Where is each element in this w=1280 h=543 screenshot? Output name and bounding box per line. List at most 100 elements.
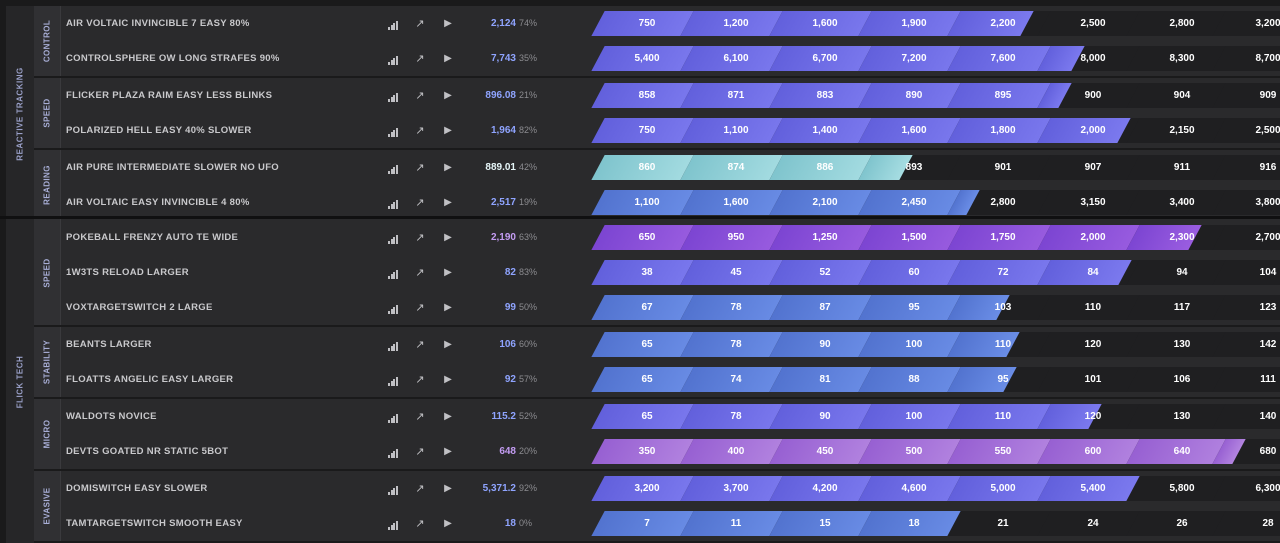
bar-chart-icon[interactable] bbox=[386, 17, 400, 31]
bar-chart-icon[interactable] bbox=[386, 338, 400, 352]
scenario-name[interactable]: AIR VOLTAIC EASY INVINCIBLE 4 80% bbox=[66, 197, 250, 208]
play-icon[interactable]: ▶ bbox=[444, 411, 452, 422]
rank-value: 110 bbox=[994, 339, 1012, 350]
play-icon[interactable]: ▶ bbox=[444, 302, 452, 313]
scenario-row[interactable]: POLARIZED HELL EASY 40% SLOWER ↗ ▶ 1,964 82%… bbox=[60, 113, 1280, 148]
scenario-name[interactable]: AIR VOLTAIC INVINCIBLE 7 EASY 80% bbox=[66, 18, 250, 29]
rank-value: 901 bbox=[994, 162, 1012, 173]
bar-chart-icon[interactable] bbox=[386, 52, 400, 66]
rank-value: 72 bbox=[997, 267, 1009, 278]
scenario-row[interactable]: VOXTARGETSWITCH 2 LARGE ↗ ▶ 99 50% 67 78 87 95 10… bbox=[60, 290, 1280, 325]
scenario-name[interactable]: FLOATTS ANGELIC EASY LARGER bbox=[66, 374, 234, 385]
trend-icon[interactable]: ↗ bbox=[415, 125, 425, 137]
bar-chart-icon[interactable] bbox=[386, 124, 400, 138]
rank-threshold: 140 bbox=[1212, 404, 1280, 429]
rank-threshold: 104 bbox=[1212, 260, 1280, 285]
play-icon[interactable]: ▶ bbox=[444, 125, 452, 136]
trend-icon[interactable]: ↗ bbox=[415, 53, 425, 65]
section-label-text: REACTIVE TRACKING bbox=[15, 67, 25, 161]
scenario-name[interactable]: TAMTARGETSWITCH SMOOTH EASY bbox=[66, 518, 243, 529]
scenario-name[interactable]: FLICKER PLAZA RAIM EASY LESS BLINKS bbox=[66, 90, 273, 101]
play-icon[interactable]: ▶ bbox=[444, 162, 452, 173]
bar-chart-icon[interactable] bbox=[386, 196, 400, 210]
score-value: 99 bbox=[504, 302, 516, 313]
scenario-name[interactable]: DEVTS GOATED NR STATIC 5BOT bbox=[66, 446, 229, 457]
trend-icon[interactable]: ↗ bbox=[415, 411, 425, 423]
trend-icon[interactable]: ↗ bbox=[415, 483, 425, 495]
scenario-row[interactable]: AIR VOLTAIC INVINCIBLE 7 EASY 80% ↗ ▶ 2,124… bbox=[60, 6, 1280, 41]
scenario-name[interactable]: AIR PURE INTERMEDIATE SLOWER NO UFO bbox=[66, 162, 279, 173]
play-icon[interactable]: ▶ bbox=[444, 267, 452, 278]
play-icon[interactable]: ▶ bbox=[444, 518, 452, 529]
rank-value: 916 bbox=[1259, 162, 1277, 173]
group-label: SPEED bbox=[34, 78, 61, 148]
scenario-row[interactable]: WALDOTS NOVICE ↗ ▶ 115.2 52% 65 78 90 100 110 120 1… bbox=[60, 399, 1280, 434]
rank-threshold: 2,500 bbox=[1212, 118, 1280, 143]
play-icon[interactable]: ▶ bbox=[444, 339, 452, 350]
group-1-2: MICRO WALDOTS NOVICE ↗ ▶ 115.2 52% 65 78 90 100 11… bbox=[34, 399, 1280, 471]
trend-icon[interactable]: ↗ bbox=[415, 18, 425, 30]
scenario-row[interactable]: CONTROLSPHERE OW LONG STRAFES 90% ↗ ▶ 7,743… bbox=[60, 41, 1280, 76]
rank-value: 1,800 bbox=[990, 125, 1016, 136]
scenario-row[interactable]: FLOATTS ANGELIC EASY LARGER ↗ ▶ 92 57% 65 74 81… bbox=[60, 362, 1280, 397]
rank-value: 140 bbox=[1259, 411, 1277, 422]
trend-icon[interactable]: ↗ bbox=[415, 232, 425, 244]
rank-threshold: 6,300 bbox=[1212, 476, 1280, 501]
scenario-row[interactable]: BEANTS LARGER ↗ ▶ 106 60% 65 78 90 100 110 120 130 1… bbox=[60, 327, 1280, 362]
bar-chart-icon[interactable] bbox=[386, 517, 400, 531]
bar-chart-icon[interactable] bbox=[386, 410, 400, 424]
trend-icon[interactable]: ↗ bbox=[415, 302, 425, 314]
scenario-row[interactable]: TAMTARGETSWITCH SMOOTH EASY ↗ ▶ 18 0% 7 11 15 18… bbox=[60, 506, 1280, 541]
play-icon[interactable]: ▶ bbox=[444, 446, 452, 457]
progress-percent: 92% bbox=[519, 483, 538, 493]
bar-chart-icon[interactable] bbox=[386, 482, 400, 496]
play-icon[interactable]: ▶ bbox=[444, 483, 452, 494]
scenario-name[interactable]: VOXTARGETSWITCH 2 LARGE bbox=[66, 302, 213, 313]
trend-icon[interactable]: ↗ bbox=[415, 518, 425, 530]
scenario-row[interactable]: FLICKER PLAZA RAIM EASY LESS BLINKS ↗ ▶ 896… bbox=[60, 78, 1280, 113]
rank-threshold: 3,800 bbox=[1212, 190, 1280, 215]
play-icon[interactable]: ▶ bbox=[444, 197, 452, 208]
scenario-row[interactable]: DEVTS GOATED NR STATIC 5BOT ↗ ▶ 648 20% 350 40… bbox=[60, 434, 1280, 469]
play-icon[interactable]: ▶ bbox=[444, 232, 452, 243]
bar-chart-icon[interactable] bbox=[386, 266, 400, 280]
play-icon[interactable]: ▶ bbox=[444, 90, 452, 101]
progress-percent: 0% bbox=[519, 518, 533, 528]
trend-icon[interactable]: ↗ bbox=[415, 267, 425, 279]
trend-icon[interactable]: ↗ bbox=[415, 162, 425, 174]
scenario-row[interactable]: AIR VOLTAIC EASY INVINCIBLE 4 80% ↗ ▶ 2,517… bbox=[60, 185, 1280, 220]
bar-chart-icon[interactable] bbox=[386, 301, 400, 315]
score-value: 2,517 bbox=[490, 197, 516, 208]
scenario-name[interactable]: 1W3TS RELOAD LARGER bbox=[66, 267, 189, 278]
scenario-row[interactable]: 1W3TS RELOAD LARGER ↗ ▶ 82 83% 38 45 52 60 72 84 94… bbox=[60, 255, 1280, 290]
play-icon[interactable]: ▶ bbox=[444, 374, 452, 385]
scenario-name[interactable]: WALDOTS NOVICE bbox=[66, 411, 157, 422]
bar-chart-icon[interactable] bbox=[386, 161, 400, 175]
bar-chart-icon[interactable] bbox=[386, 89, 400, 103]
trend-icon[interactable]: ↗ bbox=[415, 197, 425, 209]
bar-chart-icon[interactable] bbox=[386, 373, 400, 387]
rank-value: 2,200 bbox=[990, 18, 1016, 29]
scenario-name[interactable]: CONTROLSPHERE OW LONG STRAFES 90% bbox=[66, 53, 280, 64]
trend-icon[interactable]: ↗ bbox=[415, 374, 425, 386]
scenario-name[interactable]: BEANTS LARGER bbox=[66, 339, 152, 350]
play-icon[interactable]: ▶ bbox=[444, 18, 452, 29]
scenario-name[interactable]: POLARIZED HELL EASY 40% SLOWER bbox=[66, 125, 252, 136]
group-label-text: SPEED bbox=[42, 257, 52, 288]
bar-chart-icon[interactable] bbox=[386, 445, 400, 459]
play-icon[interactable]: ▶ bbox=[444, 53, 452, 64]
progress-percent: 42% bbox=[519, 162, 538, 172]
scenario-row[interactable]: POKEBALL FRENZY AUTO TE WIDE ↗ ▶ 2,190 63% 65… bbox=[60, 220, 1280, 255]
scenario-name[interactable]: POKEBALL FRENZY AUTO TE WIDE bbox=[66, 232, 239, 243]
scenario-name[interactable]: DOMISWITCH EASY SLOWER bbox=[66, 483, 208, 494]
group-label: MICRO bbox=[34, 399, 61, 469]
scenario-row[interactable]: DOMISWITCH EASY SLOWER ↗ ▶ 5,371.2 92% 3,200 3… bbox=[60, 471, 1280, 506]
group-label-text: CONTROL bbox=[42, 19, 52, 63]
trend-icon[interactable]: ↗ bbox=[415, 446, 425, 458]
bar-chart-icon[interactable] bbox=[386, 231, 400, 245]
section-0: REACTIVE TRACKING CONTROL AIR VOLTAIC INVI… bbox=[6, 6, 1280, 222]
trend-icon[interactable]: ↗ bbox=[415, 90, 425, 102]
trend-icon[interactable]: ↗ bbox=[415, 339, 425, 351]
scenario-row[interactable]: AIR PURE INTERMEDIATE SLOWER NO UFO ↗ ▶ 889… bbox=[60, 150, 1280, 185]
